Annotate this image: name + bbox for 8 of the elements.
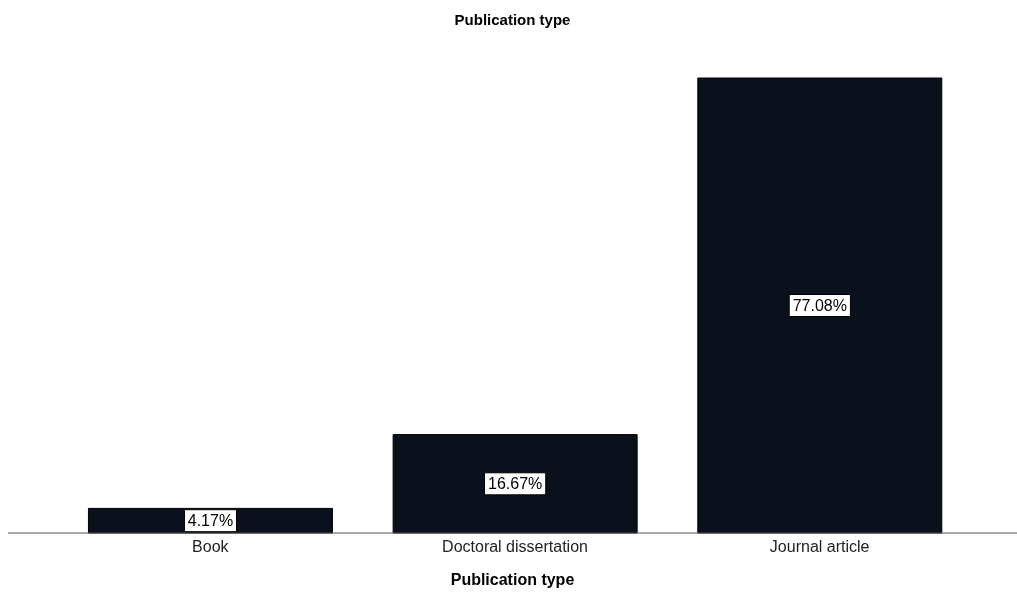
x-tick-label: Doctoral dissertation <box>442 538 588 556</box>
data-label: 77.08% <box>792 297 847 314</box>
data-label: 4.17% <box>187 512 234 530</box>
chart-title: Publication type <box>453 10 572 30</box>
x-tick-label: Journal article <box>769 538 870 556</box>
x-tick-label: Book <box>192 538 230 556</box>
data-label: 16.67% <box>488 475 543 493</box>
x-axis-title: Publication type <box>449 571 576 589</box>
